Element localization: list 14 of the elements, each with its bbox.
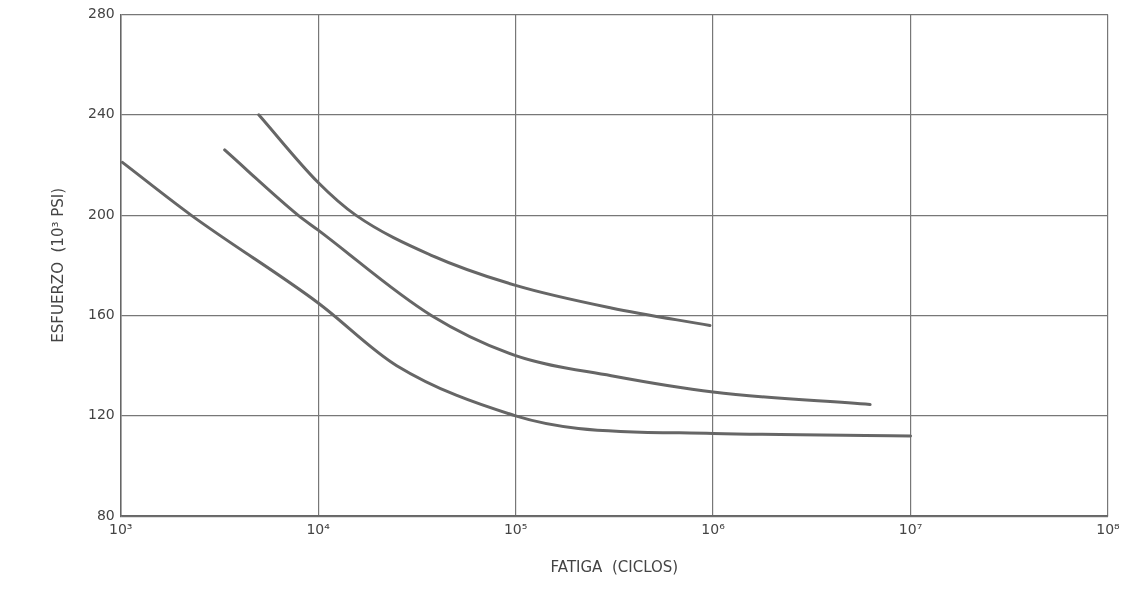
x-tick-label: 10⁶ [701,521,726,538]
x-tick-label: 10⁴ [306,521,331,538]
x-tick-label: 10⁵ [503,521,528,538]
x-axis-title: FATIGA (CICLOS) [550,557,679,576]
x-tick-label: 10⁸ [1096,521,1121,538]
y-tick-label: 120 [87,406,115,423]
y-tick-label: 280 [87,5,115,22]
y-axis-title: ESFUERZO (10³ PSI) [48,187,67,343]
y-tick-label: 160 [87,306,115,323]
x-tick-label: 10⁷ [898,521,923,538]
y-tick-label: 200 [87,205,115,222]
x-tick-label: 10³ [109,521,133,538]
y-tick-label: 240 [87,105,115,122]
y-tick-label: 80 [96,506,115,523]
